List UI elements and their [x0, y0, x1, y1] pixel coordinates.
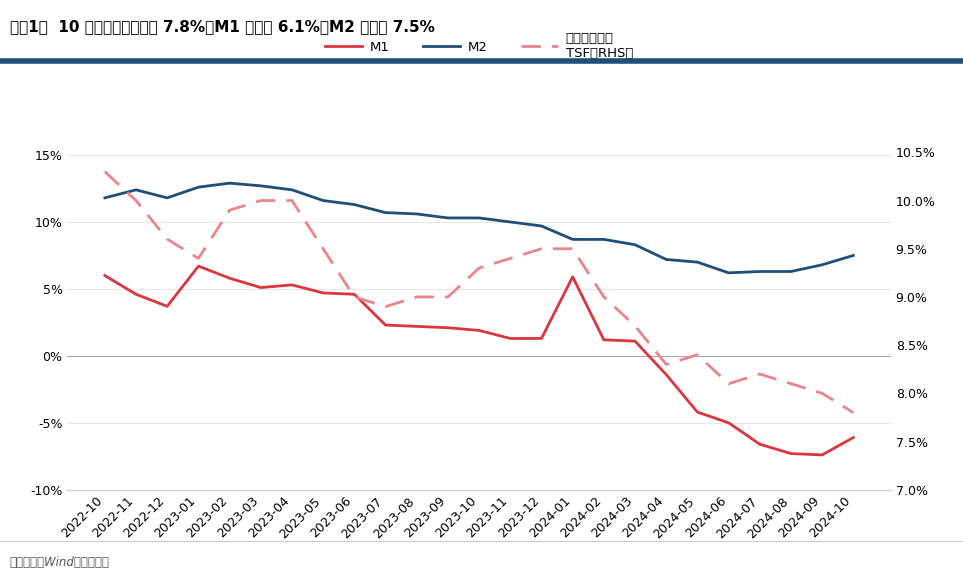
Text: 资料来源：Wind，中信建投: 资料来源：Wind，中信建投: [10, 556, 110, 569]
Text: 图表1：  10 月社融存量同比增 7.8%、M1 同比减 6.1%、M2 同比增 7.5%: 图表1： 10 月社融存量同比增 7.8%、M1 同比减 6.1%、M2 同比增…: [10, 19, 434, 34]
Legend: M1, M2, 社融（右轴）
TSF（RHS）: M1, M2, 社融（右轴） TSF（RHS）: [320, 26, 638, 65]
